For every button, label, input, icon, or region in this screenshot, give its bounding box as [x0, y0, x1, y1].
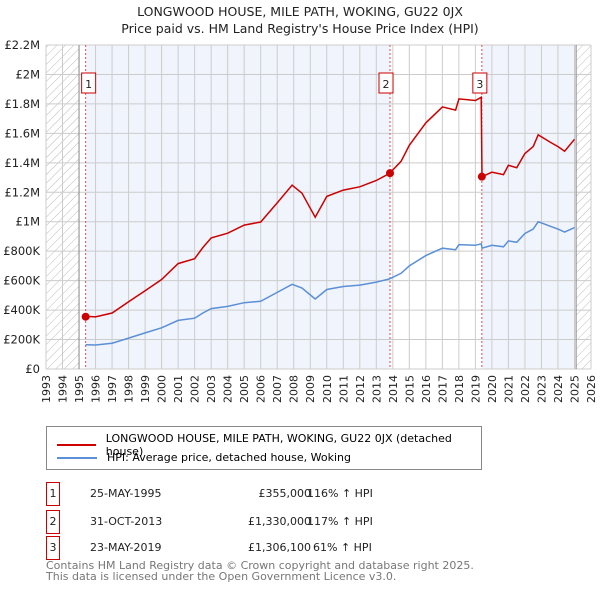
- sale-row: 3 23-MAY-2019 £1,306,100 61% ↑ HPI: [46, 536, 446, 560]
- sale-label-box: [378, 72, 394, 94]
- x-tick-label: 2001: [172, 375, 185, 403]
- y-tick-label: £800K: [3, 244, 40, 258]
- sale-point: [386, 169, 395, 178]
- sale-label: 1: [85, 78, 92, 91]
- x-tick-label: 2010: [321, 375, 334, 403]
- y-tick-label: £600K: [3, 274, 40, 288]
- sale-point: [81, 312, 90, 321]
- x-tick-label: 2023: [535, 375, 548, 403]
- x-tick-label: 2013: [370, 375, 383, 403]
- sale-label: 2: [383, 78, 390, 91]
- x-tick-label: 2016: [420, 375, 433, 403]
- shade-region: [481, 45, 577, 369]
- x-tick-label: 1994: [57, 375, 70, 403]
- sale-hpi: 61% ↑ HPI: [313, 541, 372, 554]
- x-tick-label: 2024: [552, 375, 565, 403]
- sale-hpi: 117% ↑ HPI: [307, 515, 373, 528]
- sale-marker: 1: [46, 482, 60, 506]
- sale-label: 3: [476, 78, 483, 91]
- price-chart: 1993 1994 1995 1996 1997 1998 1999 2000 2001 2002…: [3, 38, 598, 403]
- x-tick-label: 2012: [354, 375, 367, 403]
- x-tick-label: 2006: [255, 375, 268, 403]
- sale-price: £1,306,100: [248, 541, 311, 554]
- sale-price: £1,330,000: [248, 515, 311, 528]
- x-tick-label: 2007: [271, 375, 284, 403]
- sale-marker: 2: [46, 510, 60, 534]
- footer-line: This data is licensed under the Open Gov…: [46, 570, 397, 583]
- x-tick-label: 2019: [469, 375, 482, 403]
- footer-line: Contains HM Land Registry data © Crown c…: [46, 559, 474, 572]
- x-tick-label: 2003: [205, 375, 218, 403]
- y-tick-label: £1.8M: [4, 97, 40, 111]
- x-tick-label: 1993: [40, 375, 53, 403]
- y-tick-label: £2.2M: [4, 38, 40, 52]
- x-tick-label: 2022: [519, 375, 532, 403]
- legend-blue-line: [57, 456, 97, 459]
- x-tick-label: 2002: [189, 375, 202, 403]
- x-tick-label: 1998: [123, 375, 136, 403]
- series-line: [85, 220, 575, 346]
- legend-property: LONGWOOD HOUSE, MILE PATH, WOKING, GU22 …: [105, 432, 452, 458]
- x-tick-label: 1997: [106, 375, 119, 403]
- footer: Contains HM Land Registry data © Crown c…: [46, 560, 474, 582]
- x-tick-label: 1996: [90, 375, 103, 403]
- legend: LONGWOOD HOUSE, MILE PATH, WOKING, GU22 …: [46, 426, 482, 470]
- y-tick-label: £0: [25, 362, 40, 376]
- chart-title: LONGWOOD HOUSE, MILE PATH, WOKING, GU22 …: [137, 4, 463, 19]
- shade-region: [85, 45, 391, 369]
- x-tick-label: 2021: [502, 375, 515, 403]
- legend-red-line: [57, 444, 96, 446]
- x-tick-label: 2026: [585, 375, 598, 403]
- x-tick-label: 2011: [337, 375, 350, 403]
- y-tick-label: £1.4M: [4, 156, 40, 170]
- x-tick-label: 2018: [453, 375, 466, 403]
- x-tick-label: 2025: [568, 375, 581, 403]
- y-tick-label: £1.2M: [4, 185, 40, 199]
- sale-date: 23-MAY-2019: [90, 541, 162, 554]
- sale-date: 31-OCT-2013: [90, 515, 163, 528]
- y-tick-label: £200K: [3, 333, 40, 347]
- x-tick-label: 2014: [387, 375, 400, 403]
- y-tick-label: £2M: [15, 67, 40, 81]
- x-tick-label: 2005: [238, 375, 251, 403]
- y-tick-label: £400K: [3, 303, 40, 317]
- series-line: [85, 96, 576, 318]
- y-tick-label: £1M: [15, 215, 40, 229]
- x-tick-label: 2015: [403, 375, 416, 403]
- hatch-region: [576, 45, 591, 369]
- y-tick-label: £1.6M: [4, 126, 40, 140]
- sale-hpi: 116% ↑ HPI: [307, 487, 373, 500]
- chart-subtitle: Price paid vs. HM Land Registry's House …: [121, 21, 479, 36]
- sale-row: 2 31-OCT-2013 £1,330,000 117% ↑ HPI: [46, 510, 446, 534]
- sale-marker: 3: [46, 536, 60, 560]
- x-tick-label: 2009: [304, 375, 317, 403]
- sale-label-box: [81, 72, 97, 94]
- sale-price: £355,000: [258, 487, 312, 500]
- sale-label-box: [472, 72, 488, 94]
- sale-point: [477, 172, 486, 181]
- x-tick-label: 2017: [436, 375, 449, 403]
- x-tick-label: 2004: [222, 375, 235, 403]
- x-tick-label: 2020: [486, 375, 499, 403]
- legend-hpi: HPI: Average price, detached house, Woki…: [107, 451, 351, 464]
- sale-date: 25-MAY-1995: [90, 487, 162, 500]
- x-tick-label: 2008: [288, 375, 301, 403]
- x-tick-label: 1999: [139, 375, 152, 403]
- sale-row: 1 25-MAY-1995 £355,000 116% ↑ HPI: [46, 482, 446, 506]
- x-tick-label: 1995: [73, 375, 86, 403]
- x-tick-label: 2000: [156, 375, 169, 403]
